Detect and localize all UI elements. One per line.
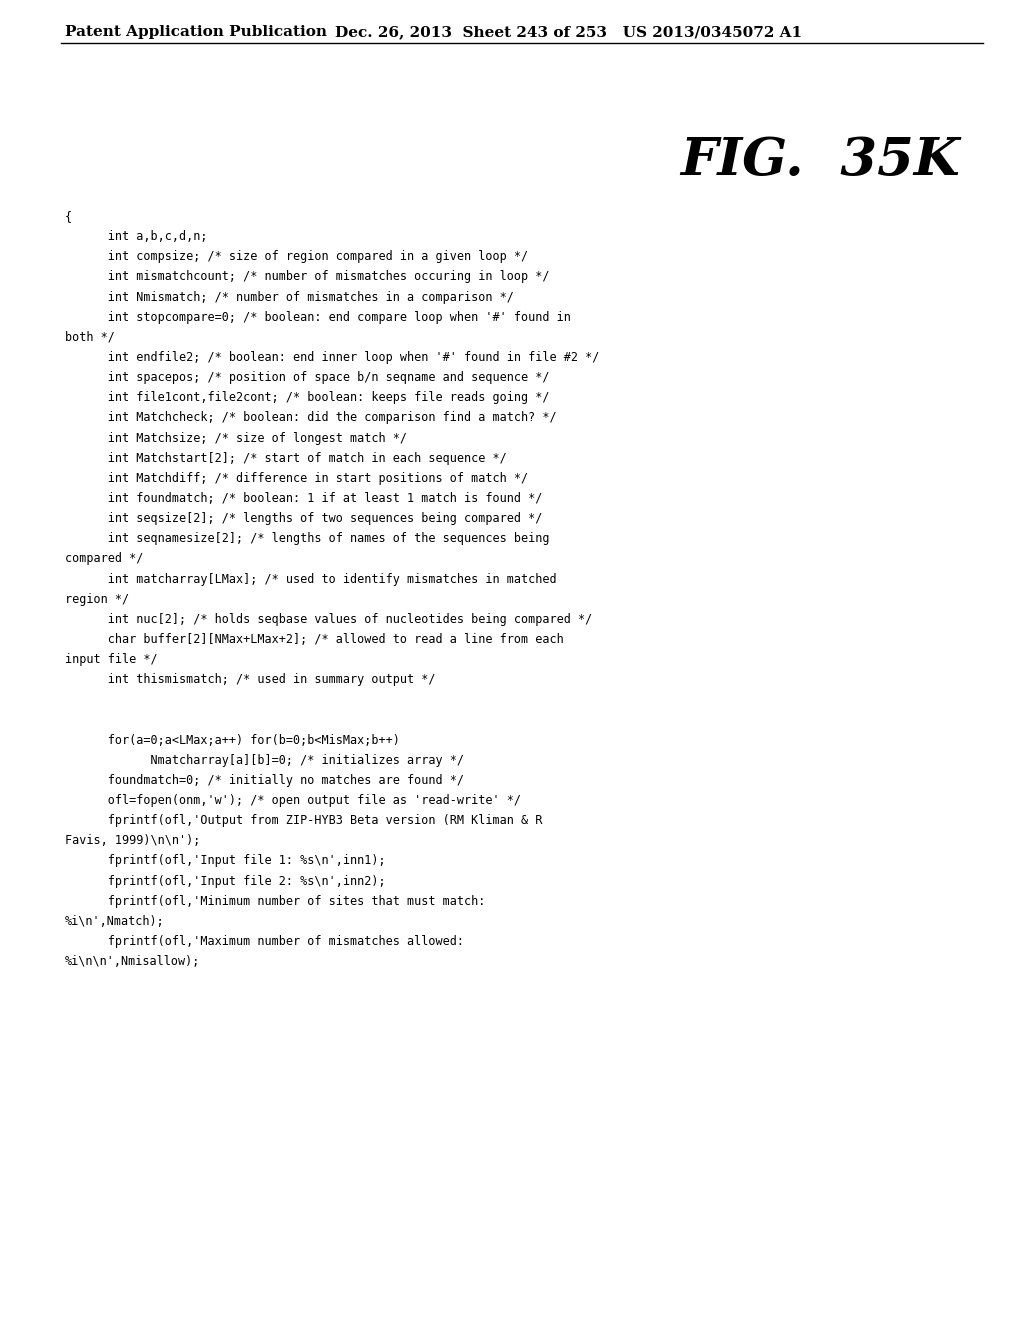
Text: int spacepos; /* position of space b/n seqname and sequence */: int spacepos; /* position of space b/n s… <box>65 371 550 384</box>
Text: fprintf(ofl,'Maximum number of mismatches allowed:: fprintf(ofl,'Maximum number of mismatche… <box>65 935 464 948</box>
Text: int compsize; /* size of region compared in a given loop */: int compsize; /* size of region compared… <box>65 251 528 263</box>
Text: int stopcompare=0; /* boolean: end compare loop when '#' found in: int stopcompare=0; /* boolean: end compa… <box>65 310 570 323</box>
Text: foundmatch=0; /* initially no matches are found */: foundmatch=0; /* initially no matches ar… <box>65 774 464 787</box>
Text: Favis, 1999)\n\n');: Favis, 1999)\n\n'); <box>65 834 201 847</box>
Text: int seqsize[2]; /* lengths of two sequences being compared */: int seqsize[2]; /* lengths of two sequen… <box>65 512 543 525</box>
Text: int a,b,c,d,n;: int a,b,c,d,n; <box>65 230 208 243</box>
Text: int matcharray[LMax]; /* used to identify mismatches in matched: int matcharray[LMax]; /* used to identif… <box>65 573 557 586</box>
Text: int Matchstart[2]; /* start of match in each sequence */: int Matchstart[2]; /* start of match in … <box>65 451 507 465</box>
Text: compared */: compared */ <box>65 552 143 565</box>
Text: int mismatchcount; /* number of mismatches occuring in loop */: int mismatchcount; /* number of mismatch… <box>65 271 550 284</box>
Text: int nuc[2]; /* holds seqbase values of nucleotides being compared */: int nuc[2]; /* holds seqbase values of n… <box>65 612 592 626</box>
Text: int foundmatch; /* boolean: 1 if at least 1 match is found */: int foundmatch; /* boolean: 1 if at leas… <box>65 492 543 506</box>
Text: int Nmismatch; /* number of mismatches in a comparison */: int Nmismatch; /* number of mismatches i… <box>65 290 514 304</box>
Text: fprintf(ofl,'Input file 1: %s\n',inn1);: fprintf(ofl,'Input file 1: %s\n',inn1); <box>65 854 386 867</box>
Text: int thismismatch; /* used in summary output */: int thismismatch; /* used in summary out… <box>65 673 435 686</box>
Text: Dec. 26, 2013  Sheet 243 of 253   US 2013/0345072 A1: Dec. 26, 2013 Sheet 243 of 253 US 2013/0… <box>335 25 802 40</box>
Text: fprintf(ofl,'Input file 2: %s\n',inn2);: fprintf(ofl,'Input file 2: %s\n',inn2); <box>65 875 386 887</box>
Text: region */: region */ <box>65 593 129 606</box>
Text: input file */: input file */ <box>65 653 158 667</box>
Text: int endfile2; /* boolean: end inner loop when '#' found in file #2 */: int endfile2; /* boolean: end inner loop… <box>65 351 599 364</box>
Text: {: { <box>65 210 72 223</box>
Text: int Matchcheck; /* boolean: did the comparison find a match? */: int Matchcheck; /* boolean: did the comp… <box>65 412 557 425</box>
Text: fprintf(ofl,'Output from ZIP-HYB3 Beta version (RM Kliman & R: fprintf(ofl,'Output from ZIP-HYB3 Beta v… <box>65 814 543 828</box>
Text: int Matchsize; /* size of longest match */: int Matchsize; /* size of longest match … <box>65 432 407 445</box>
Text: %i\n\n',Nmisallow);: %i\n\n',Nmisallow); <box>65 956 201 968</box>
Text: for(a=0;a<LMax;a++) for(b=0;b<MisMax;b++): for(a=0;a<LMax;a++) for(b=0;b<MisMax;b++… <box>65 734 400 747</box>
Text: %i\n',Nmatch);: %i\n',Nmatch); <box>65 915 165 928</box>
Text: int file1cont,file2cont; /* boolean: keeps file reads going */: int file1cont,file2cont; /* boolean: kee… <box>65 391 550 404</box>
Text: int Matchdiff; /* difference in start positions of match */: int Matchdiff; /* difference in start po… <box>65 471 528 484</box>
Text: Nmatcharray[a][b]=0; /* initializes array */: Nmatcharray[a][b]=0; /* initializes arra… <box>65 754 464 767</box>
Text: fprintf(ofl,'Minimum number of sites that must match:: fprintf(ofl,'Minimum number of sites tha… <box>65 895 485 908</box>
Text: int seqnamesize[2]; /* lengths of names of the sequences being: int seqnamesize[2]; /* lengths of names … <box>65 532 550 545</box>
Text: ofl=fopen(onm,'w'); /* open output file as 'read-write' */: ofl=fopen(onm,'w'); /* open output file … <box>65 795 521 807</box>
Text: char buffer[2][NMax+LMax+2]; /* allowed to read a line from each: char buffer[2][NMax+LMax+2]; /* allowed … <box>65 632 564 645</box>
Text: Patent Application Publication: Patent Application Publication <box>65 25 327 40</box>
Text: both */: both */ <box>65 331 115 343</box>
Text: FIG.  35K: FIG. 35K <box>680 135 959 186</box>
